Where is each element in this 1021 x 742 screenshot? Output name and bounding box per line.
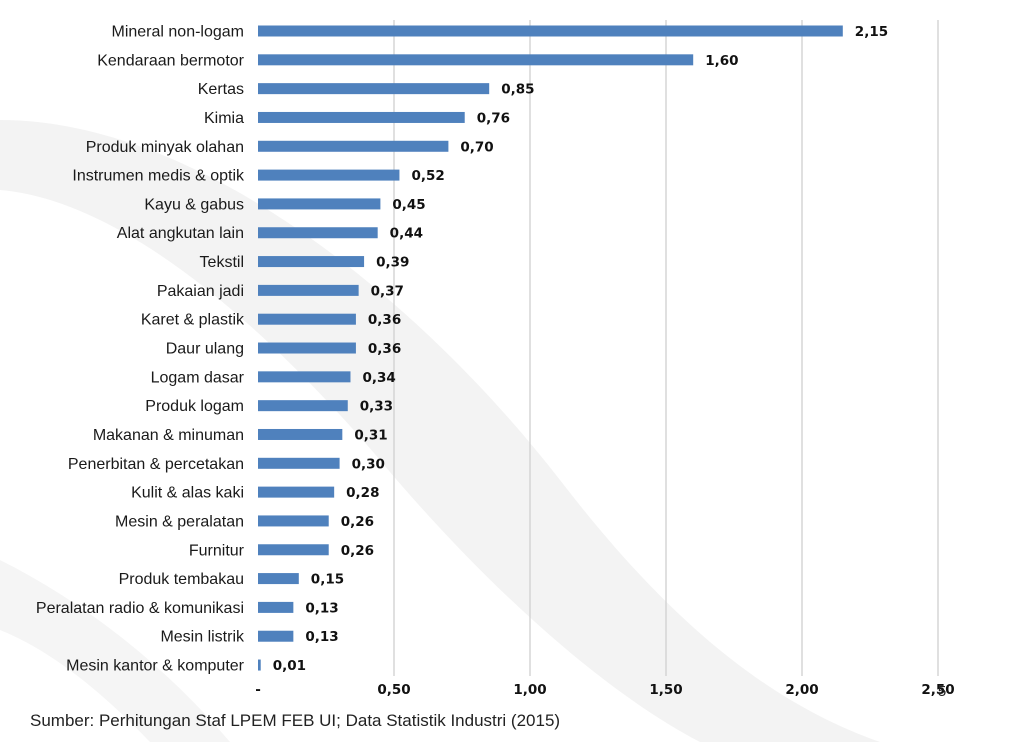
- x-tick-label: 2,50: [921, 682, 954, 698]
- data-label: 0,36: [368, 312, 401, 328]
- category-label: Mesin kantor & komputer: [66, 658, 245, 675]
- data-label: 0,76: [477, 110, 510, 126]
- data-label: 0,13: [305, 629, 338, 645]
- bar: [258, 457, 340, 469]
- x-tick-label: -: [255, 682, 261, 698]
- bar: [258, 169, 400, 181]
- category-label: Mesin listrik: [160, 629, 245, 646]
- bar: [258, 486, 335, 498]
- bar: [258, 284, 359, 296]
- data-label: 0,44: [390, 226, 423, 242]
- category-label: Daur ulang: [166, 341, 244, 358]
- data-label: 0,85: [501, 82, 534, 98]
- data-label: 0,28: [346, 485, 379, 501]
- bar: [258, 140, 449, 152]
- bar: [258, 601, 294, 613]
- category-label: Produk minyak olahan: [86, 139, 244, 156]
- bar: [258, 342, 356, 354]
- data-label: 0,52: [411, 168, 444, 184]
- bar: [258, 371, 351, 383]
- data-label: 1,60: [705, 53, 738, 69]
- data-label: 0,36: [368, 341, 401, 357]
- data-label: 0,37: [371, 283, 404, 299]
- data-label: 0,70: [460, 139, 493, 155]
- category-labels: Mineral non-logam Kendaraan bermotor Kerta…: [36, 24, 245, 675]
- bar: [258, 111, 465, 123]
- category-label: Mineral non-logam: [111, 24, 244, 41]
- category-label: Produk tembakau: [119, 571, 244, 588]
- bar: [258, 428, 343, 440]
- x-tick-label: 1,50: [649, 682, 682, 698]
- category-label: Logam dasar: [151, 369, 245, 386]
- data-label: 0,26: [341, 514, 374, 530]
- category-label: Kertas: [198, 81, 244, 98]
- data-label: 0,33: [360, 399, 393, 415]
- x-axis-ticks: - 0,50 1,00 1,50 2,00 2,50: [255, 682, 954, 698]
- category-label: Makanan & minuman: [93, 427, 244, 444]
- category-label: Alat angkutan lain: [117, 225, 244, 242]
- value-labels: 2,15 1,60 0,85 0,76 0,70 0,52 0,45 0,44 0,39 0,37…: [273, 24, 888, 674]
- bar: [258, 630, 294, 642]
- x-tick-label: 1,00: [513, 682, 546, 698]
- bar: [258, 400, 348, 412]
- category-label: Peralatan radio & komunikasi: [36, 600, 244, 617]
- bar: [258, 25, 843, 37]
- bar: [258, 227, 378, 239]
- data-label: 2,15: [855, 24, 888, 40]
- gridlines: [393, 20, 939, 676]
- bar: [258, 313, 356, 325]
- bar: [258, 544, 329, 556]
- data-label: 0,34: [362, 370, 395, 386]
- data-label: 0,45: [392, 197, 425, 213]
- category-label: Kayu & gabus: [144, 196, 244, 213]
- bar: [258, 83, 490, 95]
- bars: [258, 25, 843, 671]
- category-label: Pakaian jadi: [157, 283, 244, 300]
- bar: [258, 573, 299, 585]
- bar: [258, 515, 329, 527]
- data-label: 0,15: [311, 572, 344, 588]
- category-label: Kendaraan bermotor: [97, 52, 244, 69]
- category-label: Karet & plastik: [141, 312, 245, 329]
- data-label: 0,31: [354, 427, 387, 443]
- category-label: Instrumen medis & optik: [72, 168, 245, 185]
- data-label: 0,01: [273, 658, 306, 674]
- background-swoosh-2: [0, 560, 230, 742]
- category-label: Kulit & alas kaki: [131, 485, 244, 502]
- bar: [258, 198, 381, 210]
- data-label: 0,30: [352, 456, 385, 472]
- category-label: Furnitur: [189, 542, 245, 559]
- data-label: 0,39: [376, 255, 409, 271]
- source-note: Sumber: Perhitungan Staf LPEM FEB UI; Da…: [30, 711, 561, 730]
- bar: [258, 256, 365, 268]
- page-number: 5: [938, 683, 946, 700]
- x-tick-label: 0,50: [377, 682, 410, 698]
- category-label: Mesin & peralatan: [115, 513, 244, 530]
- category-label: Tekstil: [200, 254, 244, 271]
- data-label: 0,13: [305, 600, 338, 616]
- category-label: Produk logam: [145, 398, 244, 415]
- category-label: Kimia: [204, 110, 244, 127]
- x-tick-label: 2,00: [785, 682, 818, 698]
- category-label: Penerbitan & percetakan: [68, 456, 244, 473]
- bar: [258, 659, 261, 671]
- background-swoosh: [0, 120, 880, 742]
- data-label: 0,26: [341, 543, 374, 559]
- bar: [258, 54, 694, 66]
